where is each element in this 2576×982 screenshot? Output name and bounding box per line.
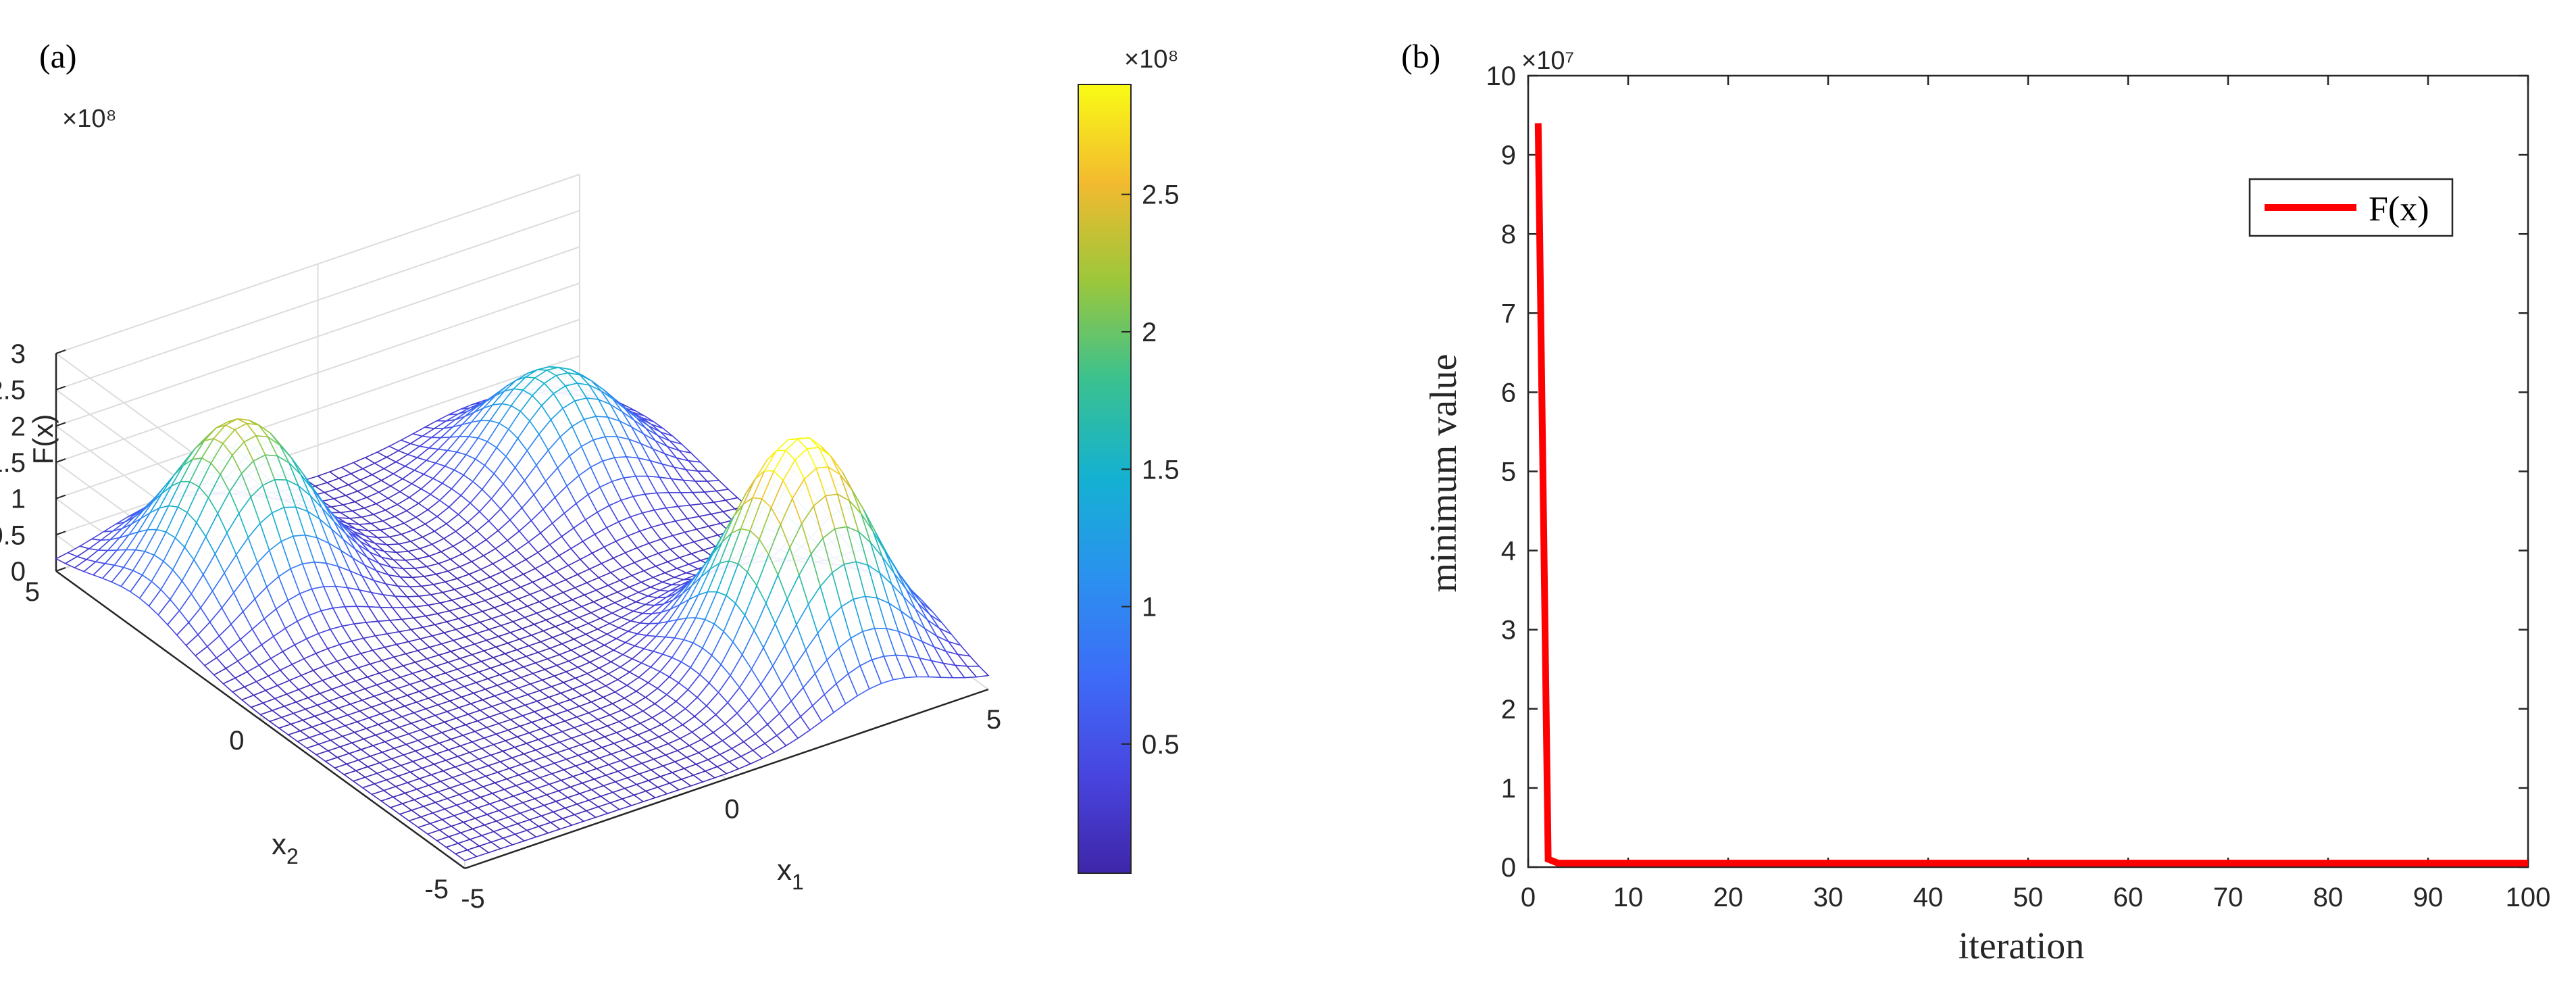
colorbar-tick-label: 2.5 <box>1142 180 1180 210</box>
panel-b: (b) 0 10 20 30 40 50 60 70 80 90 100 0 1 2 3 4 5 6 7 8 9 10 ×… <box>1401 37 2550 967</box>
surface-z-tick <box>55 567 66 572</box>
x-tick-label: 80 <box>2313 883 2344 912</box>
y-tick-label: 10 <box>1486 62 1517 91</box>
surface-z-tick <box>55 494 66 499</box>
surface-x1-tick-label: 5 <box>986 705 1001 735</box>
surface-z-exponent: ×10⁸ <box>62 105 117 133</box>
y-tick-label: 0 <box>1501 853 1516 883</box>
surface-z-tick-label: 1.5 <box>0 448 26 478</box>
surface-z-tick-label: 0.5 <box>0 520 26 550</box>
y-tick-label: 3 <box>1501 616 1516 645</box>
surface-z-tick-label: 2 <box>11 412 26 441</box>
surface-z-axis-label: F(x) <box>27 414 59 465</box>
y-tick-label: 4 <box>1501 537 1516 566</box>
surface-x2-tick-label: -5 <box>424 875 449 904</box>
surface-z-tick-label: 0 <box>11 557 26 587</box>
y-tick-label: 1 <box>1501 774 1516 804</box>
line-plot-y-exponent: ×10⁷ <box>1521 47 1574 75</box>
surface-z-tick <box>55 349 66 354</box>
line-plot-x-axis-label: iteration <box>1959 925 2085 967</box>
line-plot-series <box>1534 123 2528 867</box>
surface-x1-axis <box>464 688 989 870</box>
x-tick-label: 30 <box>1813 883 1844 912</box>
line-plot-y-axis-label: minimum value <box>1423 353 1465 592</box>
panel-b-label: (b) <box>1401 37 1440 75</box>
surface-z-tick-label: 2.5 <box>0 376 26 406</box>
y-tick-label: 9 <box>1501 141 1516 170</box>
x-tick-label: 60 <box>2113 883 2144 912</box>
legend: F(x) <box>2248 178 2454 237</box>
surface-z-tick <box>55 385 66 391</box>
colorbar-gradient <box>1078 84 1131 873</box>
surface-z-tick <box>55 531 66 536</box>
surface-x2-axis-label: x2 <box>272 828 299 868</box>
colorbar-tick-label: 1 <box>1142 593 1157 622</box>
surface-mesh <box>55 366 990 862</box>
colorbar-tick-label: 1.5 <box>1142 455 1180 485</box>
x-tick-label: 100 <box>2506 883 2551 912</box>
surface-z-tick-label: 3 <box>11 339 26 369</box>
x-tick-label: 0 <box>1521 883 1536 912</box>
surface-x2-tick-label: 5 <box>25 577 40 607</box>
x-tick-label: 20 <box>1713 883 1744 912</box>
panel-a: (a) 00.511.522.53-505-505 ×10⁸ F(x) x1 x… <box>0 37 1180 914</box>
series-line-0 <box>1534 123 2528 867</box>
surface-tick-labels: 00.511.522.53-505-505 <box>0 339 1001 914</box>
y-tick-label: 6 <box>1501 378 1516 408</box>
surface-z-tick <box>55 422 66 427</box>
x-tick-label: 90 <box>2413 883 2444 912</box>
colorbar-exponent: ×10⁸ <box>1124 45 1179 74</box>
line-plot-ticks: 0 10 20 30 40 50 60 70 80 90 100 0 1 2 3 4 5 6 7 8 9 10 <box>1486 62 2551 912</box>
surface-z-tick-label: 1 <box>11 485 26 514</box>
surface-x2-axis <box>55 570 465 870</box>
x-tick-label: 70 <box>2213 883 2244 912</box>
y-tick-label: 8 <box>1501 220 1516 249</box>
surface-x1-axis-label: x1 <box>777 854 804 894</box>
y-tick-label: 5 <box>1501 458 1516 487</box>
colorbar: 0.5 1 1.5 2 2.5 ×10⁸ <box>1078 45 1180 874</box>
panel-a-label: (a) <box>39 37 77 75</box>
x-tick-label: 40 <box>1913 883 1944 912</box>
surface-x2-tick-label: 0 <box>229 726 244 756</box>
x-tick-label: 10 <box>1613 883 1644 912</box>
colorbar-tick-label: 0.5 <box>1142 730 1180 760</box>
surface-z-tick <box>55 458 66 463</box>
colorbar-tick-label: 2 <box>1142 318 1157 347</box>
colorbar-border <box>1078 84 1132 874</box>
surface-x1-tick-label: -5 <box>461 884 485 914</box>
surface-cell <box>965 665 990 678</box>
colorbar-ticks: 0.5 1 1.5 2 2.5 <box>1078 84 1180 874</box>
x-tick-label: 50 <box>2013 883 2044 912</box>
y-tick-label: 2 <box>1501 695 1516 725</box>
y-tick-label: 7 <box>1501 299 1516 328</box>
legend-label-fx: F(x) <box>2369 190 2429 228</box>
surface-x1-tick-label: 0 <box>724 795 739 825</box>
